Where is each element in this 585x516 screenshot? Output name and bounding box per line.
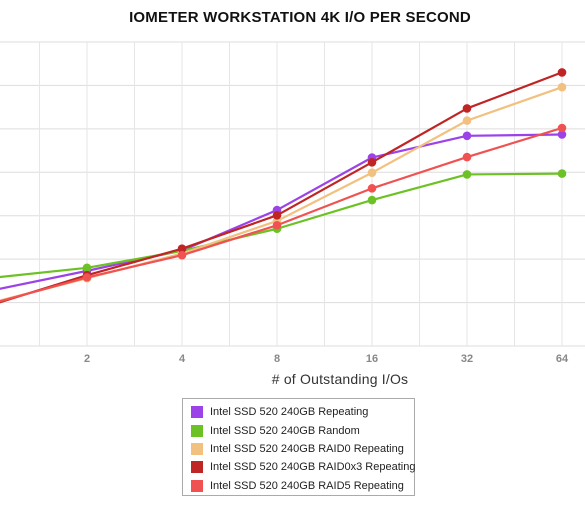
x-tick-label: 64: [556, 353, 569, 365]
legend-label: Intel SSD 520 240GB RAID0 Repeating: [210, 442, 404, 455]
data-point: [462, 170, 472, 179]
data-point: [367, 184, 377, 193]
data-point: [557, 123, 567, 133]
series-lines: [0, 68, 567, 304]
data-point: [462, 131, 472, 141]
legend-label: Intel SSD 520 240GB RAID0x3 Repeating: [210, 461, 416, 474]
data-point: [557, 169, 567, 178]
data-point: [177, 250, 187, 260]
data-point: [272, 210, 282, 220]
data-point: [82, 263, 92, 273]
legend-swatch: [191, 479, 203, 492]
legend: Intel SSD 520 240GB Repeating Intel SSD 5…: [182, 398, 415, 496]
data-point: [367, 168, 377, 178]
x-tick-label: 4: [179, 353, 186, 365]
legend-swatch: [191, 424, 203, 437]
x-tick-label: 32: [461, 353, 473, 365]
legend-item: Intel SSD 520 240GB Random: [183, 421, 414, 439]
data-point: [557, 130, 567, 139]
legend-item: Intel SSD 520 240GB RAID5 Repeating: [183, 477, 414, 495]
x-axis-title: # of Outstanding I/Os: [271, 371, 409, 387]
legend-swatch: [191, 406, 203, 419]
data-point: [367, 157, 377, 167]
legend-label: Intel SSD 520 240GB RAID5 Repeating: [210, 479, 404, 492]
legend-item: Intel SSD 520 240GB Repeating: [183, 403, 414, 421]
data-point: [462, 104, 472, 113]
data-point: [557, 82, 567, 92]
data-point: [462, 152, 472, 162]
x-tick-label: 16: [366, 353, 378, 365]
data-point: [462, 116, 472, 125]
series-5: [0, 123, 567, 303]
data-point: [557, 68, 567, 77]
data-point: [367, 195, 377, 205]
chart-title: IOMETER WORKSTATION 4K I/O PER SECOND: [129, 9, 471, 26]
x-tick-label: 2: [84, 353, 90, 365]
legend-item: Intel SSD 520 240GB RAID0 Repeating: [183, 440, 414, 458]
data-point: [272, 220, 282, 230]
data-point: [177, 244, 187, 254]
grid-lines: [0, 41, 585, 347]
legend-label: Intel SSD 520 240GB Repeating: [210, 406, 369, 419]
legend-item: Intel SSD 520 240GB RAID0x3 Repeating: [183, 458, 416, 476]
x-tick-labels: 2 4 8 16 32 64: [84, 353, 569, 365]
x-tick-label: 8: [274, 353, 280, 365]
legend-swatch: [191, 442, 203, 455]
data-point: [82, 273, 92, 282]
legend-swatch: [191, 461, 203, 474]
legend-label: Intel SSD 520 240GB Random: [210, 424, 360, 437]
